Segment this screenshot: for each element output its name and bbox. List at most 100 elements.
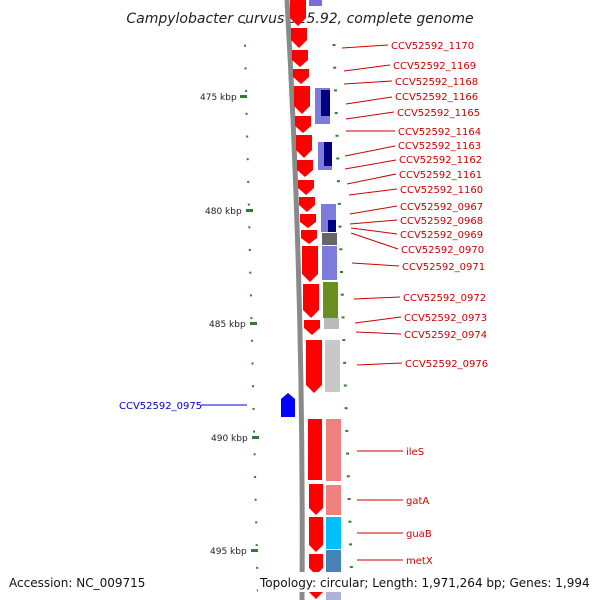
gene-arrow xyxy=(299,197,315,212)
kbp-label-485: 485 kbp xyxy=(209,320,246,330)
minor-tick xyxy=(346,475,350,478)
footer-left-bg xyxy=(6,572,148,592)
minor-tick xyxy=(247,203,250,206)
minor-tick xyxy=(334,89,337,92)
leader-line xyxy=(351,262,400,267)
reverse-gene-arrow xyxy=(281,393,295,417)
leader-line xyxy=(356,362,403,366)
minor-tick xyxy=(246,158,249,161)
gene-label-left: CCV52592_0975 xyxy=(119,401,202,412)
minor-tick xyxy=(342,339,346,342)
category-bar xyxy=(326,517,341,549)
gene-label: CCV52592_0968 xyxy=(400,216,483,227)
minor-tick xyxy=(243,22,246,24)
gene-arrow xyxy=(298,180,314,195)
genome-backbone xyxy=(284,0,305,600)
leader-line xyxy=(353,296,401,300)
minor-tick xyxy=(250,317,253,320)
gene-label: CCV52592_0969 xyxy=(400,230,483,241)
category-bars xyxy=(309,0,341,600)
minor-tick xyxy=(347,498,351,500)
category-bar xyxy=(326,550,341,576)
category-bar xyxy=(324,142,332,166)
leader-line xyxy=(348,188,398,196)
minor-tick xyxy=(340,271,343,273)
gene-label: CCV52592_1165 xyxy=(397,108,480,119)
gene-arrow xyxy=(301,230,317,244)
minor-tick xyxy=(246,135,249,138)
footer-right-bg xyxy=(258,572,596,592)
minor-tick xyxy=(334,112,338,115)
gene-labels-right xyxy=(341,44,403,561)
gene-label: CCV52592_1160 xyxy=(400,185,483,196)
gene-arrow xyxy=(304,320,320,335)
minor-tick xyxy=(338,225,342,228)
minor-tick xyxy=(349,566,353,569)
category-bar xyxy=(321,90,330,116)
kbp-label-490: 490 kbp xyxy=(211,434,248,444)
gene-label: CCV52592_1162 xyxy=(399,155,482,166)
category-bar xyxy=(322,246,337,280)
gene-label: metX xyxy=(406,556,433,567)
gene-label: guaB xyxy=(406,529,432,540)
major-tick-490 xyxy=(252,436,259,439)
minor-tick xyxy=(253,453,256,456)
minor-tick xyxy=(254,476,257,478)
kbp-label-480: 480 kbp xyxy=(205,207,242,217)
minor-tick xyxy=(250,339,253,342)
gene-arrow xyxy=(293,69,309,84)
minor-tick xyxy=(255,521,258,524)
major-tick-485 xyxy=(250,322,257,325)
leader-line xyxy=(354,316,402,324)
minor-tick xyxy=(249,294,252,297)
minor-tick xyxy=(245,90,248,93)
gene-arrow xyxy=(300,214,316,228)
gene-label: CCV52592_1168 xyxy=(395,77,478,88)
minor-tick xyxy=(341,316,345,319)
leader-line xyxy=(341,44,389,49)
minor-tick xyxy=(349,543,353,546)
category-bar xyxy=(328,220,336,232)
gene-label: gatA xyxy=(406,496,429,507)
minor-tick xyxy=(340,293,344,296)
gene-arrow xyxy=(294,86,310,114)
gene-arrow xyxy=(302,246,318,282)
gene-arrow xyxy=(297,160,313,177)
forward-strand-genes xyxy=(290,0,323,599)
minor-tick xyxy=(339,248,343,251)
minor-tick xyxy=(337,202,341,205)
minor-tick xyxy=(346,452,350,455)
minor-tick xyxy=(345,429,349,432)
gene-arrow xyxy=(306,340,322,393)
minor-tick xyxy=(244,44,246,47)
leader-line xyxy=(344,145,396,157)
minor-tick xyxy=(253,430,255,433)
gene-label: CCV52592_1163 xyxy=(398,141,481,152)
gene-label: CCV52592_0974 xyxy=(404,330,487,341)
leader-line xyxy=(350,232,399,250)
leader-line xyxy=(346,173,397,185)
gene-arrow xyxy=(303,284,319,318)
category-bar xyxy=(325,340,340,392)
leader-line xyxy=(345,111,395,120)
minor-tick xyxy=(244,67,247,70)
minor-tick xyxy=(249,271,252,274)
minor-tick xyxy=(254,498,257,501)
minor-tick xyxy=(337,180,340,183)
minor-tick xyxy=(247,180,250,183)
gene-arrow xyxy=(309,484,323,515)
leader-line xyxy=(355,331,402,335)
gene-label: CCV52592_1164 xyxy=(398,127,481,138)
gene-arrow xyxy=(309,554,323,575)
gene-label: CCV52592_1170 xyxy=(391,41,474,52)
gene-label: CCV52592_0972 xyxy=(403,293,486,304)
scale-labels: 475 kbp 480 kbp 485 kbp 490 kbp 495 kbp xyxy=(200,93,259,557)
leader-line xyxy=(350,227,398,235)
minor-tick xyxy=(252,385,254,388)
gene-label: CCV52592_0970 xyxy=(401,245,484,256)
minor-tick xyxy=(343,361,347,364)
minor-tick xyxy=(336,157,340,160)
kbp-label-495: 495 kbp xyxy=(210,547,247,557)
minor-tick-group xyxy=(243,22,354,592)
